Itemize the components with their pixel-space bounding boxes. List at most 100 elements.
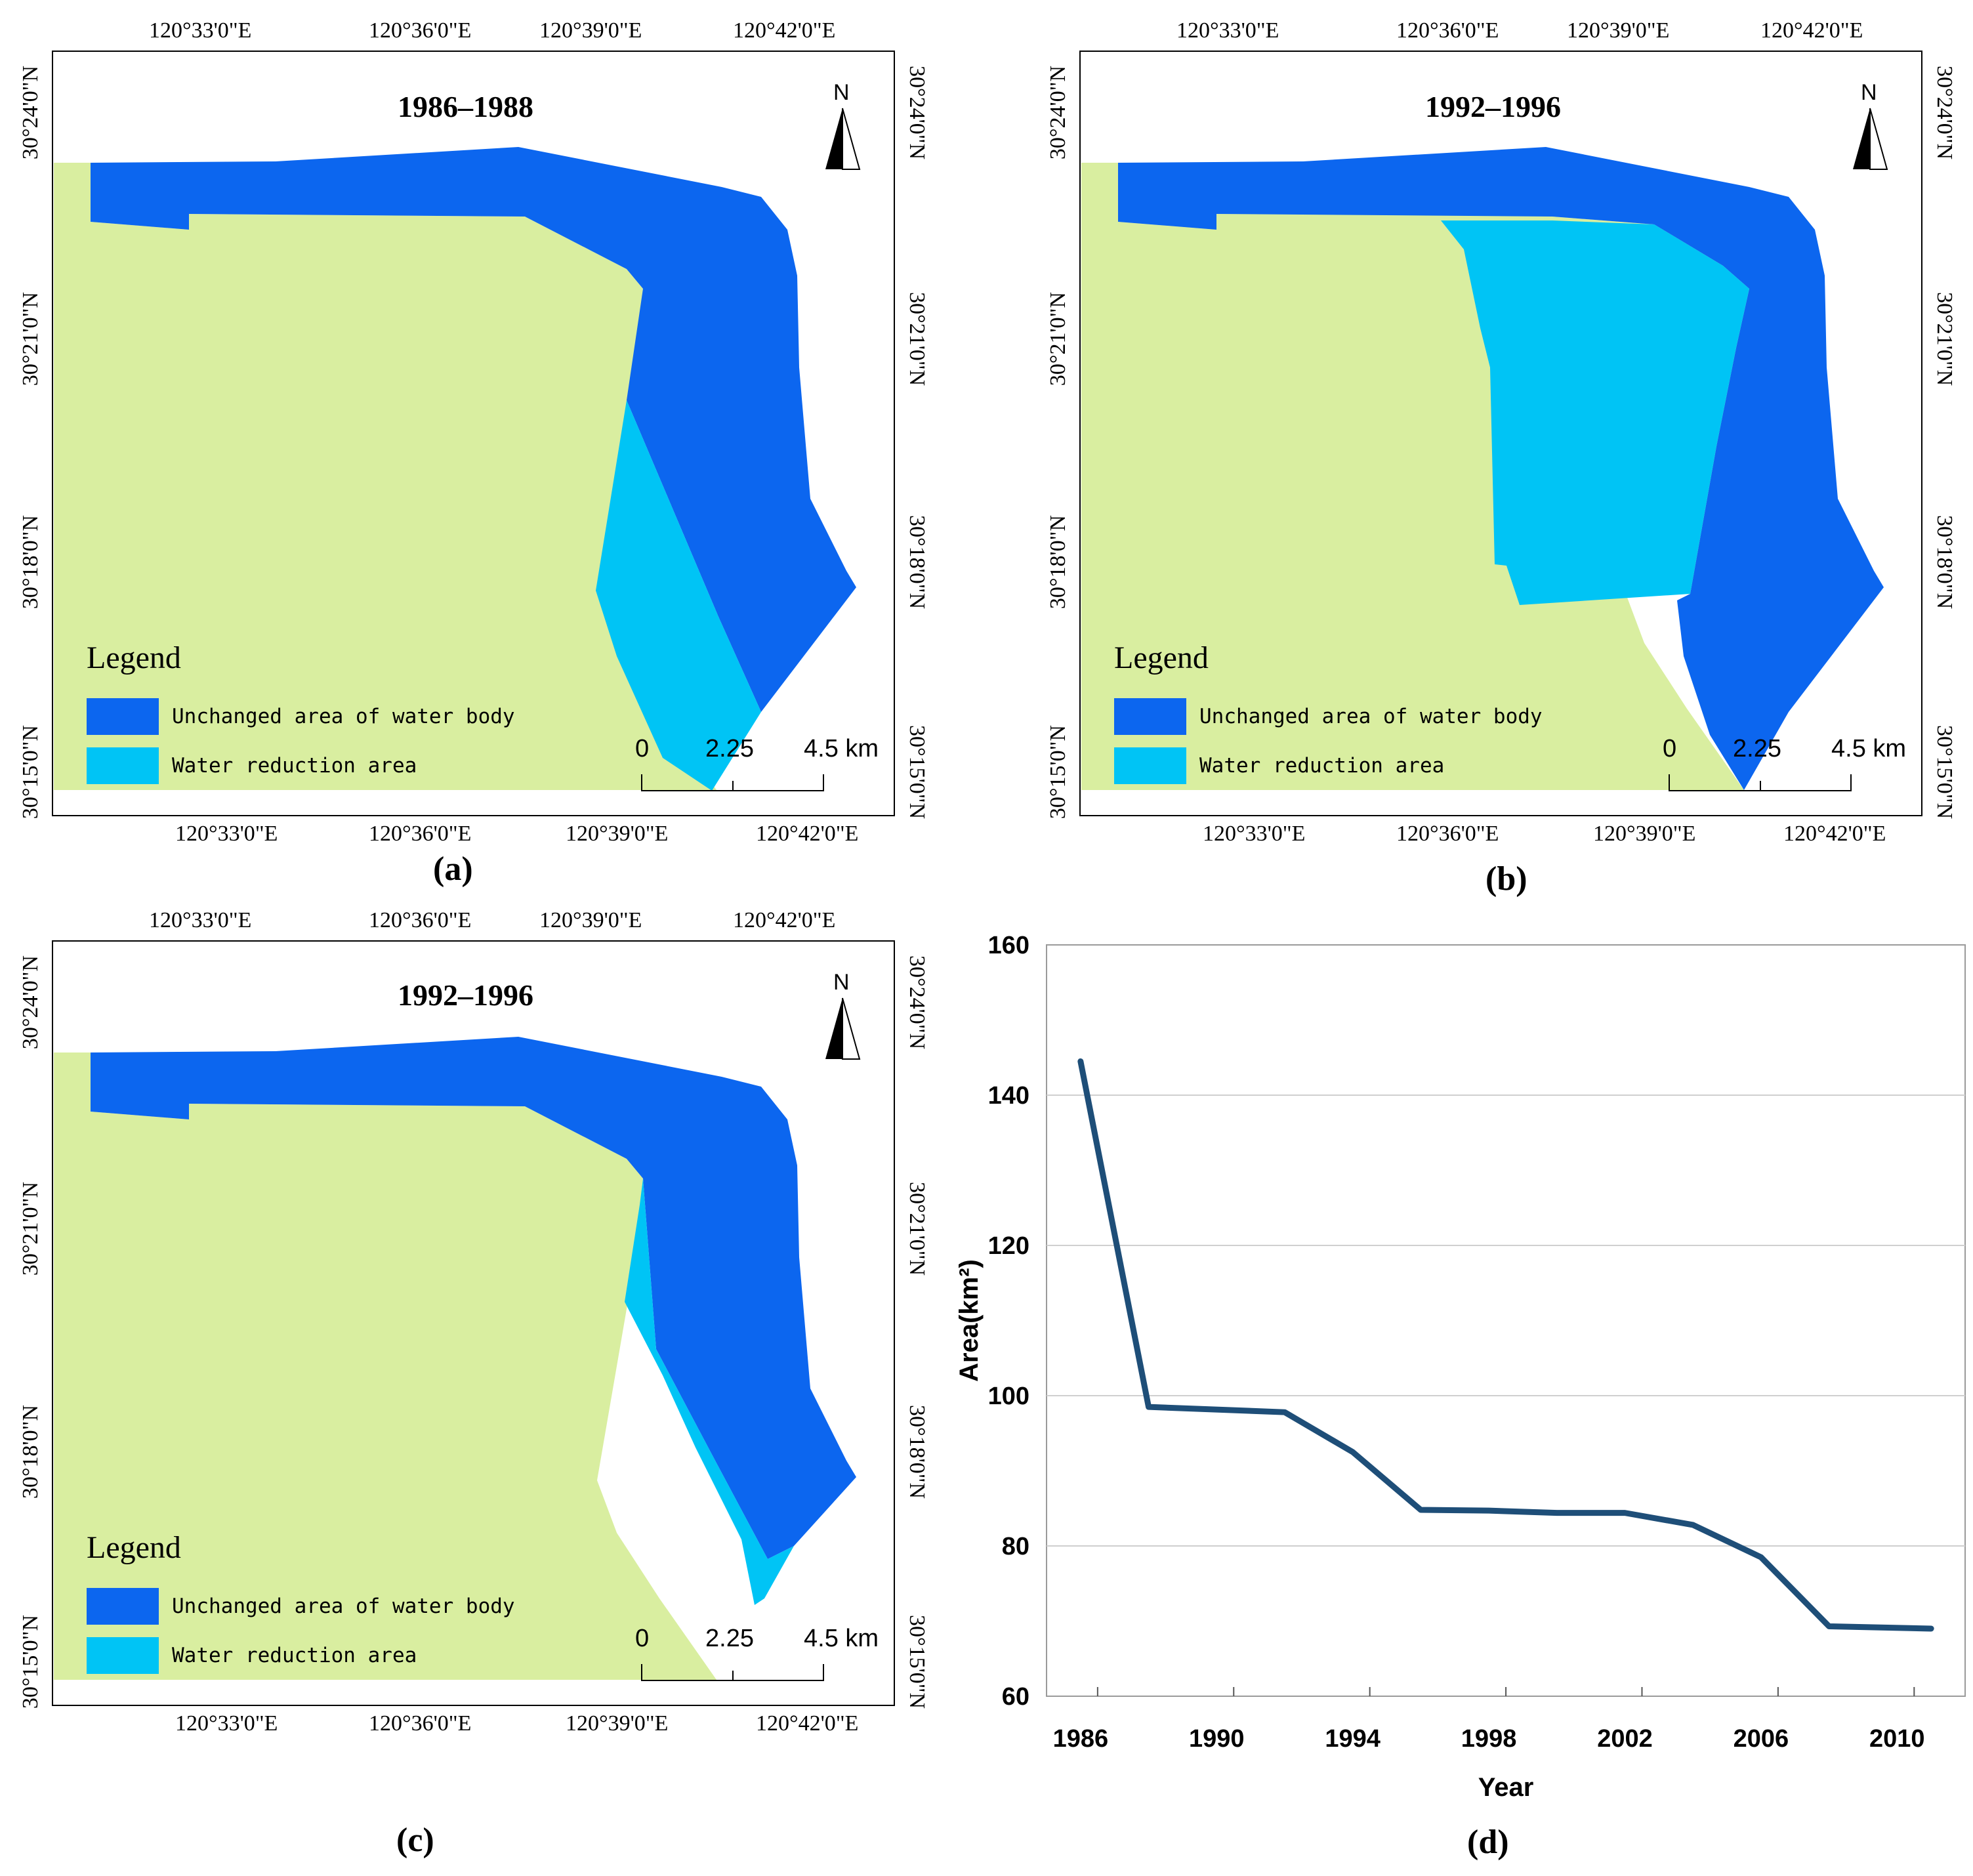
legend-label: Water reduction area xyxy=(1199,754,1445,778)
lon-label-top: 120°36'0"E xyxy=(369,908,472,932)
lat-label-left: 30°21'0"N xyxy=(1046,292,1070,386)
map-caption: (a) xyxy=(433,850,473,888)
lat-label-left: 30°24'0"N xyxy=(1046,66,1070,160)
legend-swatch xyxy=(1114,747,1186,784)
lon-label-top: 120°33'0"E xyxy=(149,908,252,932)
y-axis-title: Area(km²) xyxy=(955,1259,984,1382)
x-tick-label: 1998 xyxy=(1461,1725,1517,1753)
lat-label-right: 30°21'0"N xyxy=(905,1182,929,1276)
lat-label-left: 30°15'0"N xyxy=(18,1615,43,1709)
map-panel-a: 1986–1988 120°33'0"E 120°36'0"E 120°39'0"E 1… xyxy=(0,0,945,888)
scale-bar xyxy=(1669,774,1852,791)
legend-title: Legend xyxy=(87,640,181,675)
map-canvas xyxy=(52,940,895,1706)
data-point xyxy=(1554,1511,1559,1515)
lon-label-top: 120°36'0"E xyxy=(1396,18,1499,43)
scale-label: 0 xyxy=(1663,735,1677,762)
lat-label-left: 30°15'0"N xyxy=(1046,725,1070,820)
lat-label-right: 30°21'0"N xyxy=(905,292,929,386)
legend-label: Unchanged area of water body xyxy=(172,1595,515,1618)
legend-swatch xyxy=(87,747,159,784)
legend-title: Legend xyxy=(1114,640,1209,675)
lon-label-top: 120°33'0"E xyxy=(1176,18,1279,43)
map-title: 1992–1996 xyxy=(398,978,533,1012)
data-point xyxy=(1929,1626,1934,1631)
lon-label-top: 120°39'0"E xyxy=(539,908,642,932)
map-caption: (c) xyxy=(396,1822,434,1859)
data-point xyxy=(1282,1410,1287,1415)
lat-label-right: 30°21'0"N xyxy=(1932,292,1957,386)
lon-label-bottom: 120°42'0"E xyxy=(756,822,859,846)
lat-label-right: 30°18'0"N xyxy=(905,1405,929,1499)
north-arrow-label: N xyxy=(833,80,850,105)
chart-panel: 60 80 100 120 140 160 1986 1990 1994 1998 2002 2006… xyxy=(945,919,1973,1876)
legend-label: Water reduction area xyxy=(172,1644,417,1667)
scale-label: 0 xyxy=(635,1625,650,1652)
lat-label-right: 30°24'0"N xyxy=(905,955,929,1050)
unchanged-water-area xyxy=(91,1037,856,1559)
lon-label-top: 120°39'0"E xyxy=(1567,18,1670,43)
water-reduction-area xyxy=(625,1178,794,1605)
data-point xyxy=(1691,1522,1695,1527)
water-reduction-area xyxy=(1441,220,1749,605)
map-panel-b: 1992–1996 120°33'0"E 120°36'0"E 120°39'0"E 1… xyxy=(1028,0,1972,898)
y-tick-label: 100 xyxy=(988,1383,1029,1410)
lat-label-right: 30°18'0"N xyxy=(905,515,929,610)
lon-label-bottom: 120°33'0"E xyxy=(1203,822,1306,846)
lon-label-bottom: 120°39'0"E xyxy=(566,822,669,846)
chart-caption: (d) xyxy=(1467,1824,1509,1861)
map-panel-c: 1992–1996 120°33'0"E 120°36'0"E 120°39'0"E 1… xyxy=(0,890,945,1859)
map-canvas xyxy=(52,51,895,816)
lon-label-top: 120°33'0"E xyxy=(149,18,252,43)
lat-label-right: 30°15'0"N xyxy=(905,725,929,820)
lon-label-bottom: 120°42'0"E xyxy=(1783,822,1886,846)
lon-label-bottom: 120°33'0"E xyxy=(175,1711,278,1736)
legend-swatch xyxy=(87,698,159,735)
legend-label: Unchanged area of water body xyxy=(172,705,515,728)
x-tick-label: 2010 xyxy=(1869,1725,1925,1753)
lat-label-right: 30°24'0"N xyxy=(1932,66,1957,160)
scale-label: 4.5 km xyxy=(1831,735,1907,762)
scale-label: 4.5 km xyxy=(804,1625,879,1652)
data-point xyxy=(1078,1059,1083,1064)
lat-label-left: 30°24'0"N xyxy=(18,66,43,160)
x-tick-label: 1986 xyxy=(1053,1725,1109,1753)
legend-title: Legend xyxy=(87,1530,181,1565)
north-arrow-icon xyxy=(1853,108,1888,170)
y-tick-label: 120 xyxy=(988,1232,1029,1260)
data-point xyxy=(1487,1509,1491,1513)
north-arrow-label: N xyxy=(833,970,850,995)
data-point xyxy=(1758,1555,1763,1560)
land-area xyxy=(54,163,717,790)
lat-label-right: 30°15'0"N xyxy=(905,1615,929,1709)
unchanged-water-area xyxy=(91,147,856,712)
lon-label-bottom: 120°42'0"E xyxy=(756,1711,859,1736)
lon-label-bottom: 120°33'0"E xyxy=(175,822,278,846)
scale-bar xyxy=(641,1664,824,1681)
map-title: 1992–1996 xyxy=(1425,90,1561,123)
scale-label: 0 xyxy=(635,735,650,762)
lat-label-left: 30°18'0"N xyxy=(1046,515,1070,610)
water-reduction-area xyxy=(596,400,761,791)
legend-swatch xyxy=(87,1637,159,1674)
lat-label-left: 30°21'0"N xyxy=(18,1182,43,1276)
scale-label: 2.25 xyxy=(705,735,754,762)
y-tick-label: 160 xyxy=(988,932,1029,959)
x-tick-label: 1990 xyxy=(1189,1725,1245,1753)
data-point xyxy=(1350,1449,1355,1454)
lon-label-top: 120°42'0"E xyxy=(733,908,836,932)
lon-label-bottom: 120°39'0"E xyxy=(1593,822,1696,846)
lat-label-left: 30°18'0"N xyxy=(18,1405,43,1499)
lon-label-top: 120°42'0"E xyxy=(1760,18,1863,43)
lat-label-right: 30°24'0"N xyxy=(905,66,929,160)
scale-label: 2.25 xyxy=(705,1625,754,1652)
x-tick-label: 1994 xyxy=(1325,1725,1381,1753)
north-arrow-icon xyxy=(825,108,861,170)
lon-label-top: 120°39'0"E xyxy=(539,18,642,43)
lon-label-bottom: 120°36'0"E xyxy=(1396,822,1499,846)
x-tick-label: 2002 xyxy=(1597,1725,1653,1753)
lon-label-bottom: 120°36'0"E xyxy=(369,1711,472,1736)
x-tick-label: 2006 xyxy=(1734,1725,1789,1753)
map-title: 1986–1988 xyxy=(398,90,533,123)
lon-label-top: 120°42'0"E xyxy=(733,18,836,43)
